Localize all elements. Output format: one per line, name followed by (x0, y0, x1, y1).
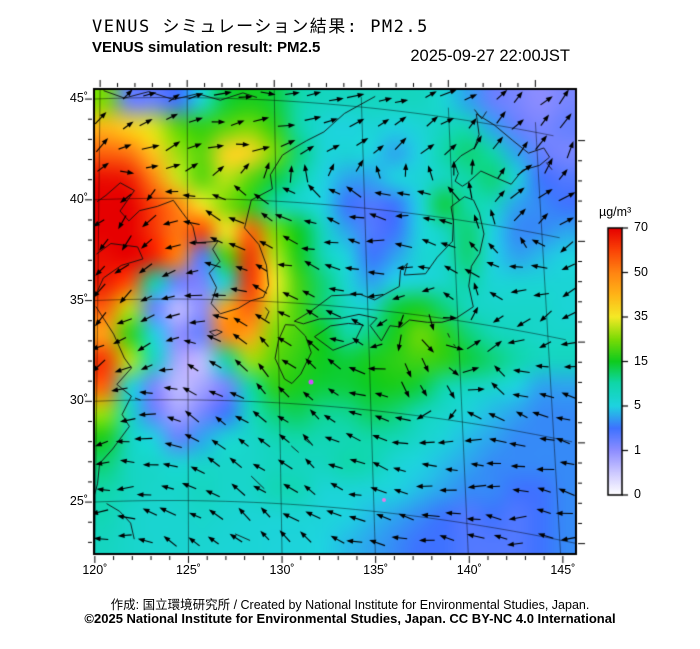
lon-tick-label: 135˚ (363, 563, 389, 577)
colorbar-tick-label: 0 (634, 487, 641, 501)
lat-tick-label: 40˚ (69, 191, 88, 206)
lat-tick-label: 30˚ (69, 393, 88, 408)
timestamp-label: 2025-09-27 22:00JST (410, 47, 570, 65)
credit-line: 作成: 国立環境研究所 / Created by National Instit… (110, 598, 590, 612)
lon-tick-label: 125˚ (175, 563, 201, 577)
lon-tick-label: 145˚ (550, 563, 576, 577)
lon-tick-label: 130˚ (269, 563, 295, 577)
colorbar-tick-label: 35 (634, 309, 648, 323)
lat-tick-label: 45˚ (69, 91, 88, 106)
page-title-english: VENUS simulation result: PM2.5 (92, 39, 321, 56)
lat-tick-label: 25˚ (69, 494, 88, 509)
lat-tick-label: 35˚ (69, 292, 88, 307)
page-title-japanese: VENUS シミュレーション結果: PM2.5 (92, 17, 429, 37)
colorbar-unit-label: µg/m³ (599, 205, 632, 219)
lon-tick-label: 140˚ (456, 563, 482, 577)
lon-tick-label: 120˚ (82, 563, 108, 577)
license-line: ©2025 National Institute for Environment… (84, 611, 616, 626)
colorbar-tick-label: 5 (634, 398, 641, 412)
colorbar-tick-label: 50 (634, 264, 648, 279)
colorbar-tick-label: 70 (634, 220, 648, 234)
colorbar-tick-label: 1 (634, 442, 641, 457)
colorbar-tick-label: 15 (634, 353, 648, 368)
